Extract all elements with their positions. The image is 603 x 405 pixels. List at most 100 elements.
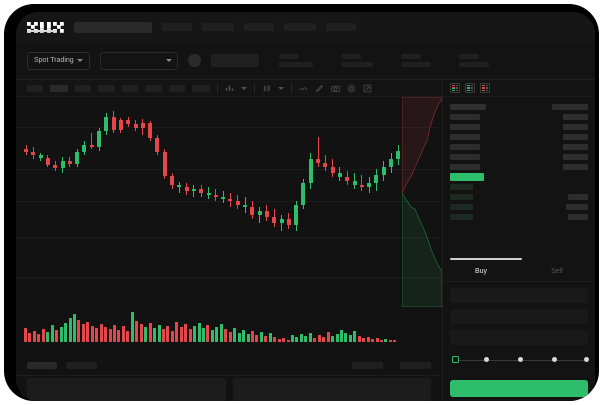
volume-bar xyxy=(250,331,254,342)
volume-bar xyxy=(219,324,223,342)
volume-bar xyxy=(37,334,41,342)
pair-select[interactable] xyxy=(99,51,178,70)
amount-slider[interactable] xyxy=(452,355,589,365)
slider-handle[interactable] xyxy=(452,356,459,363)
volume-bar xyxy=(308,333,312,342)
bottom-action-2[interactable] xyxy=(400,361,431,369)
chart-type-icon[interactable] xyxy=(262,84,271,93)
line-tool-icon[interactable] xyxy=(299,84,308,93)
bottom-tab-open-orders[interactable] xyxy=(27,361,57,369)
okx-logo-glyph-k xyxy=(40,21,51,33)
okx-trading-app: Spot Trading xyxy=(16,12,595,401)
volume-bar xyxy=(126,331,130,342)
volume-bar xyxy=(335,334,339,342)
orderbook-ask-row[interactable] xyxy=(450,132,588,142)
pair-avatar xyxy=(187,54,201,67)
orderbook-header-amount xyxy=(552,104,588,110)
orderbook-ask-row[interactable] xyxy=(450,122,588,132)
search-input[interactable] xyxy=(74,21,152,33)
volume-bar xyxy=(197,323,201,342)
orderbook-ask-row-amount xyxy=(563,154,588,160)
orderbook-bid-row[interactable] xyxy=(450,212,588,222)
chevron-down-icon[interactable] xyxy=(278,86,284,90)
okx-logo[interactable] xyxy=(27,21,64,33)
timeframe-15m[interactable] xyxy=(75,84,91,92)
stat-price-value xyxy=(278,62,313,67)
slider-dot-50[interactable] xyxy=(518,357,523,362)
timeframe-5m[interactable] xyxy=(50,84,68,92)
volume-bar xyxy=(202,328,205,342)
volume-bar xyxy=(357,336,361,342)
bottom-card-right[interactable] xyxy=(232,378,431,401)
timeframe-1d[interactable] xyxy=(145,84,162,92)
orderbook-layout-asks-icon[interactable] xyxy=(480,83,490,93)
volume-bar xyxy=(259,332,263,342)
timeframe-1h[interactable] xyxy=(98,84,115,92)
slider-dot-100[interactable] xyxy=(584,357,589,362)
orderbook-ask-row[interactable] xyxy=(450,162,588,172)
volume-bar xyxy=(55,330,59,342)
orderbook-ask-row-price xyxy=(450,124,480,130)
orderbook-ask-row[interactable] xyxy=(450,142,588,152)
volume-bar xyxy=(348,335,352,342)
volume-bar xyxy=(295,337,299,342)
nav-item-2[interactable] xyxy=(202,23,234,31)
orderbook-ask-row-amount xyxy=(563,144,588,150)
orderbook-bid-row[interactable] xyxy=(450,202,588,212)
stat-volume xyxy=(458,54,489,67)
camera-icon[interactable] xyxy=(331,84,340,93)
price-chart[interactable] xyxy=(16,97,442,307)
timeframe-more[interactable] xyxy=(192,84,210,92)
orderbook-ask-row-amount xyxy=(563,164,588,170)
orderbook-ask-row[interactable] xyxy=(450,152,588,162)
timeframe-1m[interactable] xyxy=(27,84,43,92)
indicator-icon[interactable] xyxy=(225,84,234,93)
bottom-action-1[interactable] xyxy=(352,361,383,369)
device-bezel: Spot Trading xyxy=(4,4,599,401)
volume-bar xyxy=(113,325,116,342)
volume-bar xyxy=(233,328,237,342)
volume-bar xyxy=(157,325,161,342)
nav-item-3[interactable] xyxy=(244,23,274,31)
timeframe-4h[interactable] xyxy=(122,84,138,92)
volume-bar xyxy=(304,336,308,342)
volume-bar xyxy=(179,327,183,342)
orderbook-ask-row[interactable] xyxy=(450,112,588,122)
order-book[interactable] xyxy=(443,97,595,262)
orderbook-bid-row[interactable] xyxy=(450,182,588,192)
bottom-card-left[interactable] xyxy=(27,378,226,401)
volume-bar xyxy=(242,330,246,342)
orderbook-layout-bids-icon[interactable] xyxy=(465,83,475,93)
order-amount-field[interactable] xyxy=(450,309,588,324)
trading-mode-select[interactable]: Spot Trading xyxy=(27,51,90,70)
volume-bar xyxy=(121,326,125,342)
nav-item-4[interactable] xyxy=(284,23,316,31)
nav-item-1[interactable] xyxy=(162,23,192,31)
volume-bar xyxy=(317,335,321,342)
volume-bar xyxy=(388,340,392,342)
pencil-icon[interactable] xyxy=(315,84,324,93)
slider-dot-25[interactable] xyxy=(484,357,489,362)
fullscreen-icon[interactable] xyxy=(363,84,372,93)
timeframe-1w[interactable] xyxy=(169,84,185,92)
orderbook-ask-row-price xyxy=(450,114,480,120)
place-order-button[interactable] xyxy=(450,380,588,397)
order-total-field[interactable] xyxy=(450,330,588,345)
slider-dot-75[interactable] xyxy=(552,357,557,362)
chevron-down-icon[interactable] xyxy=(241,86,247,90)
volume-bar xyxy=(86,322,90,342)
nav-item-5[interactable] xyxy=(326,23,356,31)
orderbook-highlight-row xyxy=(450,172,588,182)
stat-volume-label xyxy=(458,54,479,59)
bottom-tab-order-history[interactable] xyxy=(66,361,97,369)
orderbook-layout-both-icon[interactable] xyxy=(450,83,460,93)
order-side-tabs: Buy Sell xyxy=(443,262,595,282)
order-price-field[interactable] xyxy=(450,288,588,303)
tab-sell[interactable]: Sell xyxy=(519,262,595,281)
orderbook-bid-row[interactable] xyxy=(450,192,588,202)
tab-buy[interactable]: Buy xyxy=(443,262,519,281)
orderbook-scrollbar[interactable] xyxy=(450,258,522,260)
settings-icon[interactable] xyxy=(347,84,356,93)
toolbar-divider xyxy=(217,83,218,93)
